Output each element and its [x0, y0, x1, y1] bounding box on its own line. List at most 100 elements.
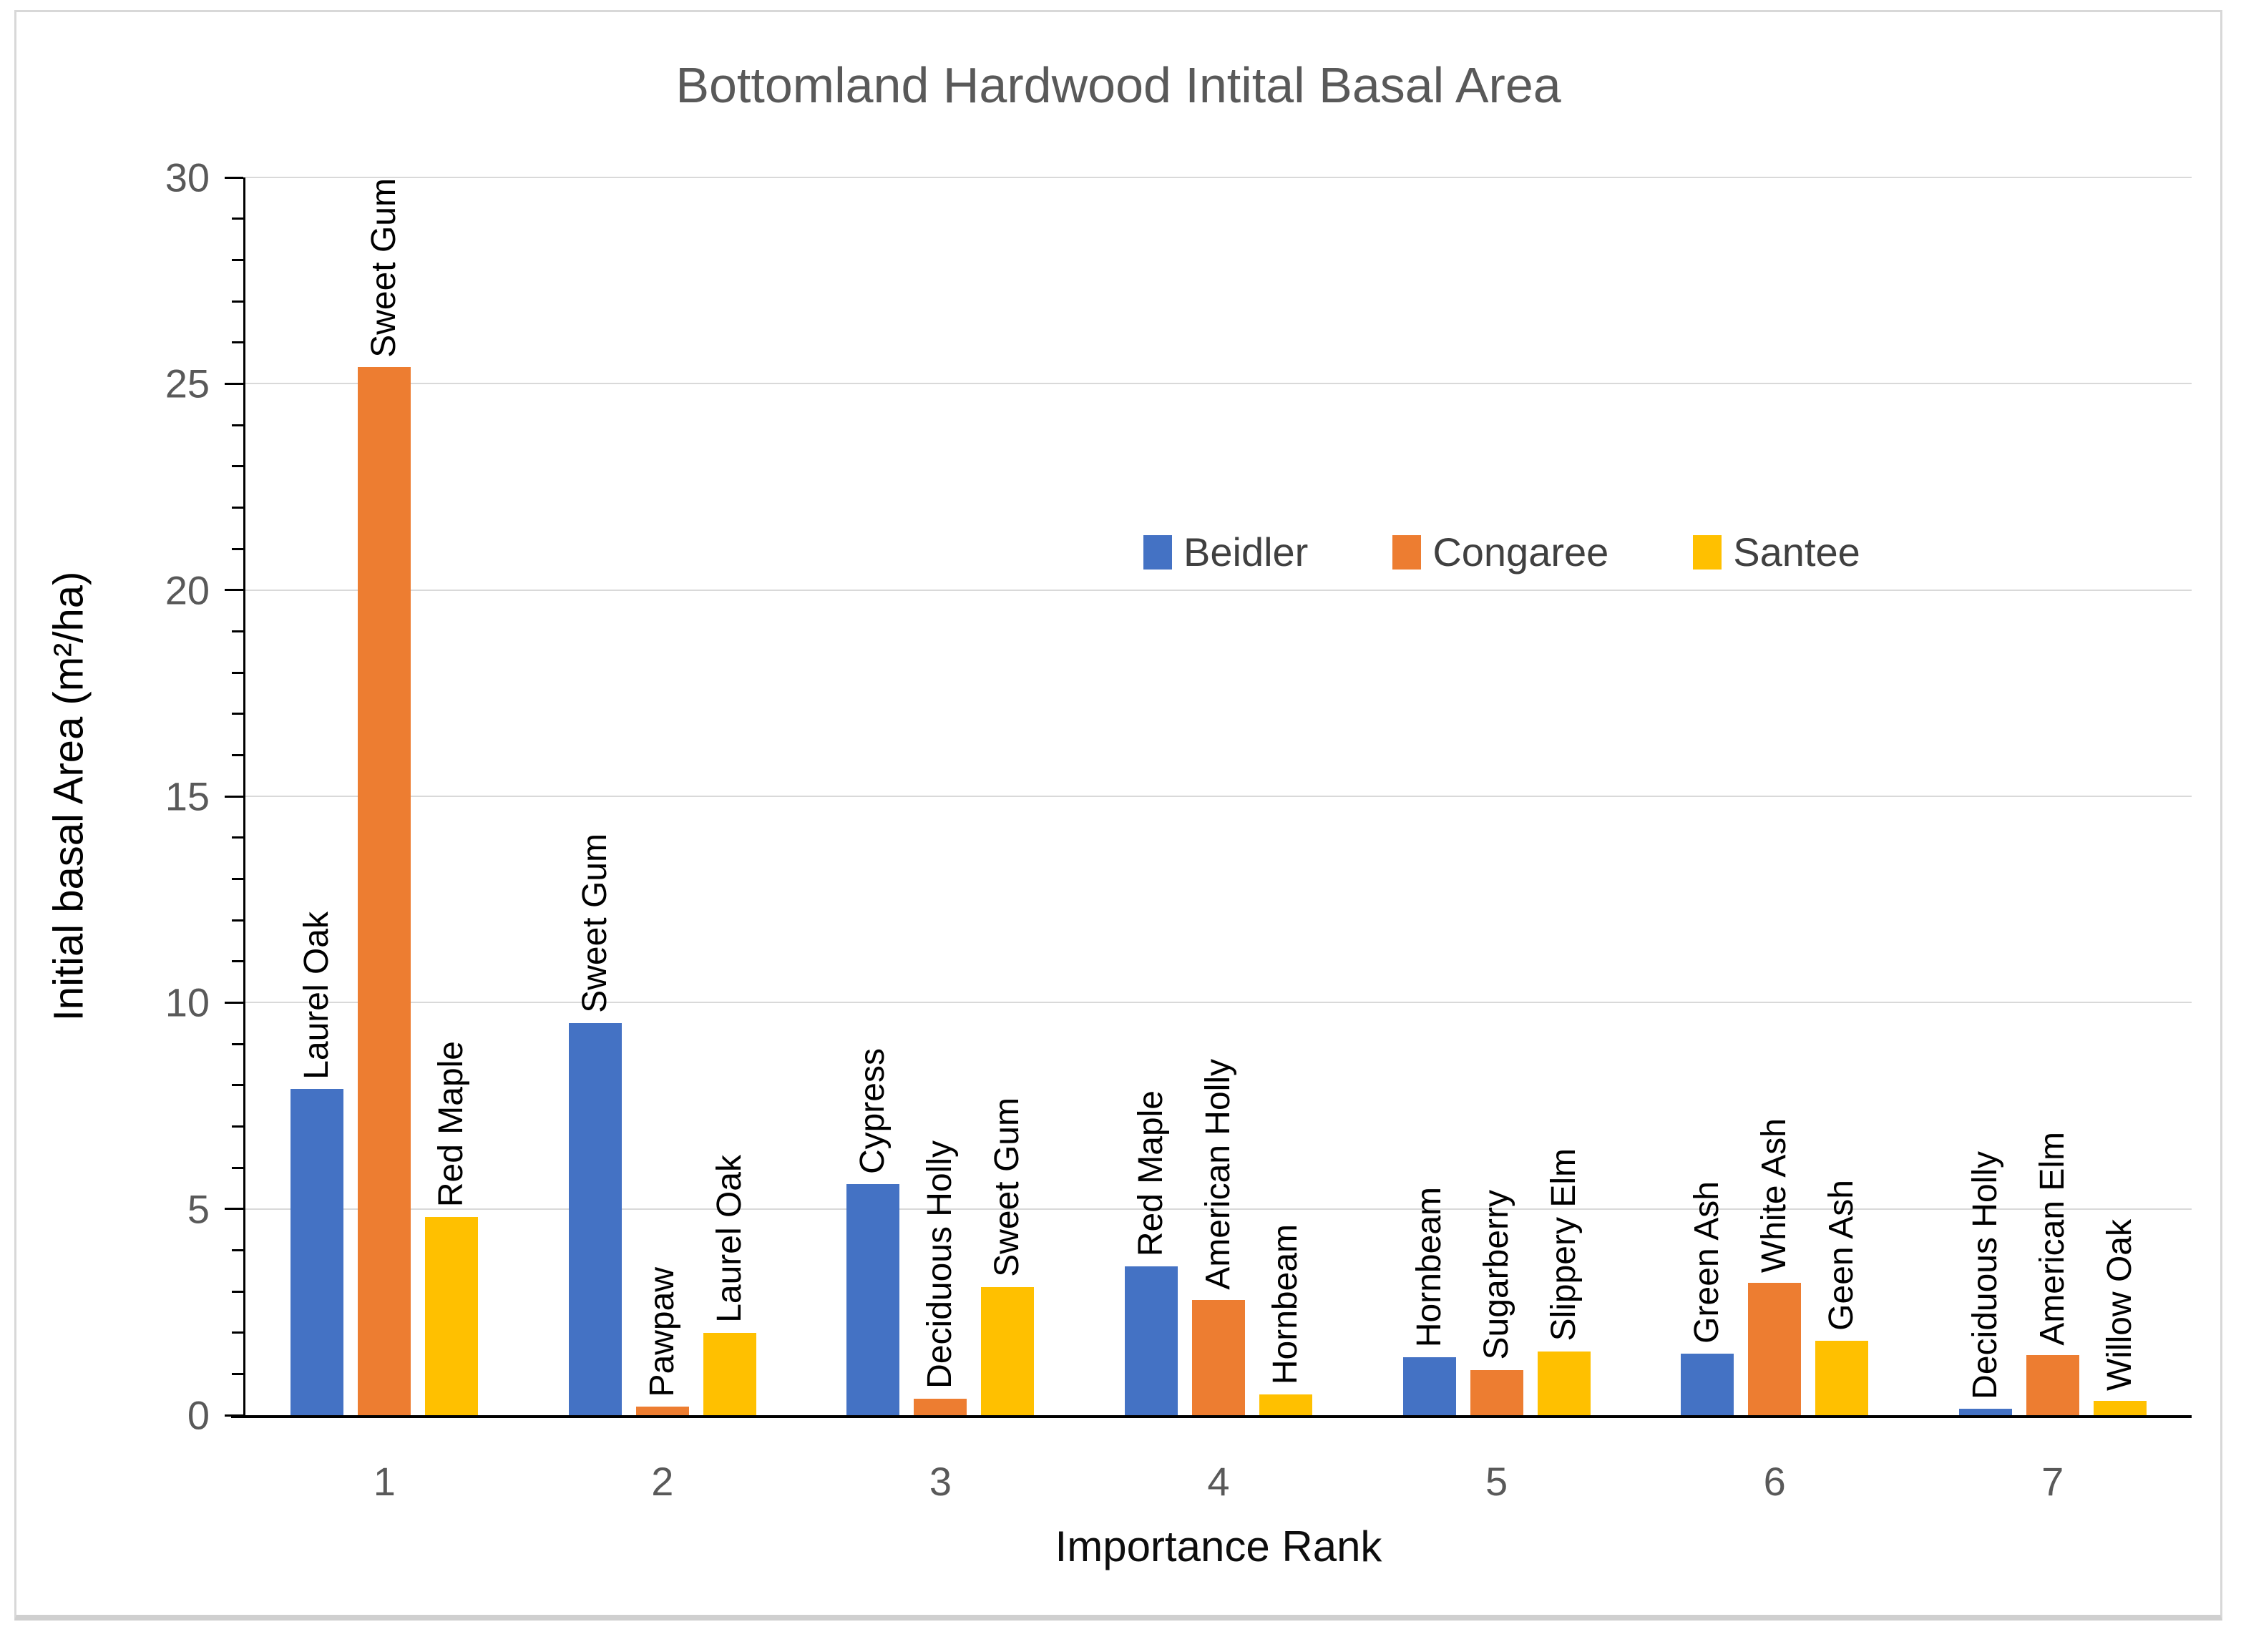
- bar-congaree-rank6: [1748, 1283, 1802, 1415]
- y-minor-tick-6: [232, 1166, 243, 1169]
- bar-label-santee-rank2: Laurel Oak: [710, 1154, 748, 1323]
- bar-santee-rank6: [1815, 1341, 1869, 1415]
- bar-santee-rank7: [2093, 1400, 2147, 1415]
- y-tick-label-15: 15: [165, 773, 210, 819]
- bar-beidler-rank7: [1958, 1409, 2012, 1415]
- y-minor-tick-13: [232, 877, 243, 880]
- bar-santee-rank4: [1259, 1394, 1312, 1415]
- bar-santee-rank5: [1537, 1351, 1591, 1415]
- gridline-5: [245, 1208, 2192, 1210]
- x-tick-label-1: 1: [373, 1459, 396, 1504]
- y-minor-tick-18: [232, 671, 243, 674]
- legend: Beidler Congaree Santee: [1143, 529, 1860, 575]
- legend-item-santee: Santee: [1693, 529, 1860, 575]
- bar-label-beidler-rank6: Green Ash: [1688, 1181, 1727, 1344]
- y-major-tick-5: [225, 1208, 243, 1211]
- bar-label-beidler-rank4: Red Maple: [1132, 1090, 1170, 1257]
- bar-label-santee-rank5: Slippery Elm: [1544, 1148, 1583, 1341]
- bar-santee-rank2: [703, 1332, 756, 1415]
- bar-congaree-rank7: [2026, 1355, 2079, 1415]
- y-minor-tick-27: [232, 300, 243, 303]
- bar-label-santee-rank7: Willow Oak: [2100, 1218, 2139, 1391]
- bar-beidler-rank4: [1125, 1266, 1178, 1415]
- x-tick-label-3: 3: [929, 1459, 952, 1504]
- bar-congaree-rank5: [1470, 1369, 1523, 1415]
- y-minor-tick-7: [232, 1125, 243, 1128]
- y-minor-tick-3: [232, 1290, 243, 1293]
- bar-label-congaree-rank6: White Ash: [1755, 1118, 1794, 1274]
- bar-congaree-rank2: [635, 1407, 689, 1415]
- y-minor-tick-16: [232, 753, 243, 756]
- x-tick-label-6: 6: [1763, 1459, 1786, 1504]
- y-minor-tick-2: [232, 1331, 243, 1334]
- gridline-20: [245, 589, 2192, 591]
- y-minor-tick-8: [232, 1084, 243, 1087]
- bar-label-congaree-rank4: American Holly: [1199, 1058, 1237, 1290]
- bar-congaree-rank3: [914, 1398, 967, 1415]
- bar-label-beidler-rank1: Laurel Oak: [298, 911, 336, 1080]
- legend-label-congaree: Congaree: [1432, 529, 1609, 575]
- y-minor-tick-11: [232, 960, 243, 963]
- y-minor-tick-14: [232, 836, 243, 839]
- bar-label-santee-rank6: Geen Ash: [1822, 1180, 1861, 1331]
- bar-santee-rank3: [981, 1287, 1035, 1415]
- bar-congaree-rank4: [1192, 1299, 1245, 1415]
- bar-label-congaree-rank1: Sweet Gum: [365, 177, 404, 358]
- x-tick-label-5: 5: [1485, 1459, 1508, 1504]
- chart-title: Bottomland Hardwood Intital Basal Area: [675, 57, 1561, 113]
- bar-label-beidler-rank2: Sweet Gum: [575, 834, 614, 1014]
- y-tick-label-30: 30: [165, 155, 210, 200]
- chart-frame: Bottomland Hardwood Intital Basal Area 0…: [14, 10, 2222, 1621]
- bar-label-congaree-rank7: American Elm: [2033, 1131, 2071, 1346]
- bar-label-beidler-rank5: Hornbeam: [1410, 1187, 1448, 1348]
- x-tick-label-4: 4: [1207, 1459, 1230, 1504]
- bar-congaree-rank1: [358, 367, 411, 1415]
- y-major-tick-0: [225, 1414, 243, 1417]
- bar-label-beidler-rank7: Deciduous Holly: [1966, 1150, 2004, 1399]
- gridline-10: [245, 1002, 2192, 1004]
- y-tick-label-25: 25: [165, 361, 210, 406]
- bar-label-congaree-rank3: Deciduous Holly: [921, 1140, 960, 1389]
- bar-label-santee-rank1: Red Maple: [432, 1041, 471, 1208]
- gridline-15: [245, 796, 2192, 797]
- y-minor-tick-29: [232, 218, 243, 220]
- y-major-tick-10: [225, 1001, 243, 1004]
- x-tick-label-7: 7: [2041, 1459, 2064, 1504]
- y-tick-label-10: 10: [165, 979, 210, 1025]
- y-minor-tick-28: [232, 258, 243, 261]
- legend-swatch-congaree: [1392, 534, 1422, 570]
- y-minor-tick-21: [232, 547, 243, 550]
- legend-label-beidler: Beidler: [1183, 529, 1309, 575]
- y-minor-tick-24: [232, 424, 243, 426]
- bar-beidler-rank6: [1681, 1353, 1734, 1415]
- bar-label-congaree-rank5: Sugarberry: [1477, 1190, 1515, 1360]
- y-minor-tick-12: [232, 919, 243, 922]
- bar-beidler-rank3: [846, 1184, 900, 1415]
- gridline-30: [245, 177, 2192, 178]
- y-minor-tick-17: [232, 713, 243, 715]
- x-axis-line: [231, 1415, 2192, 1418]
- y-axis-title: Initial basal Area (m²/ha): [45, 571, 92, 1022]
- legend-swatch-beidler: [1143, 534, 1172, 570]
- y-minor-tick-9: [232, 1042, 243, 1045]
- y-minor-tick-26: [232, 341, 243, 344]
- legend-item-congaree: Congaree: [1392, 529, 1608, 575]
- bar-beidler-rank2: [568, 1023, 622, 1415]
- y-tick-label-0: 0: [187, 1392, 210, 1438]
- y-minor-tick-19: [232, 630, 243, 632]
- y-major-tick-20: [225, 589, 243, 592]
- x-axis-title: Importance Rank: [1055, 1523, 1382, 1570]
- bar-label-santee-rank3: Sweet Gum: [988, 1098, 1027, 1278]
- bar-beidler-rank1: [290, 1089, 344, 1415]
- bar-label-santee-rank4: Hornbeam: [1266, 1224, 1304, 1385]
- bar-label-beidler-rank3: Cypress: [854, 1048, 892, 1175]
- y-major-tick-30: [225, 176, 243, 179]
- y-major-tick-25: [225, 382, 243, 385]
- y-tick-label-5: 5: [187, 1186, 210, 1232]
- bar-label-congaree-rank2: Pawpaw: [643, 1267, 681, 1397]
- y-minor-tick-22: [232, 506, 243, 509]
- y-minor-tick-23: [232, 465, 243, 468]
- y-tick-label-20: 20: [165, 567, 210, 613]
- y-axis-title-wrap: Initial basal Area (m²/ha): [44, 177, 94, 1415]
- y-minor-tick-4: [232, 1248, 243, 1251]
